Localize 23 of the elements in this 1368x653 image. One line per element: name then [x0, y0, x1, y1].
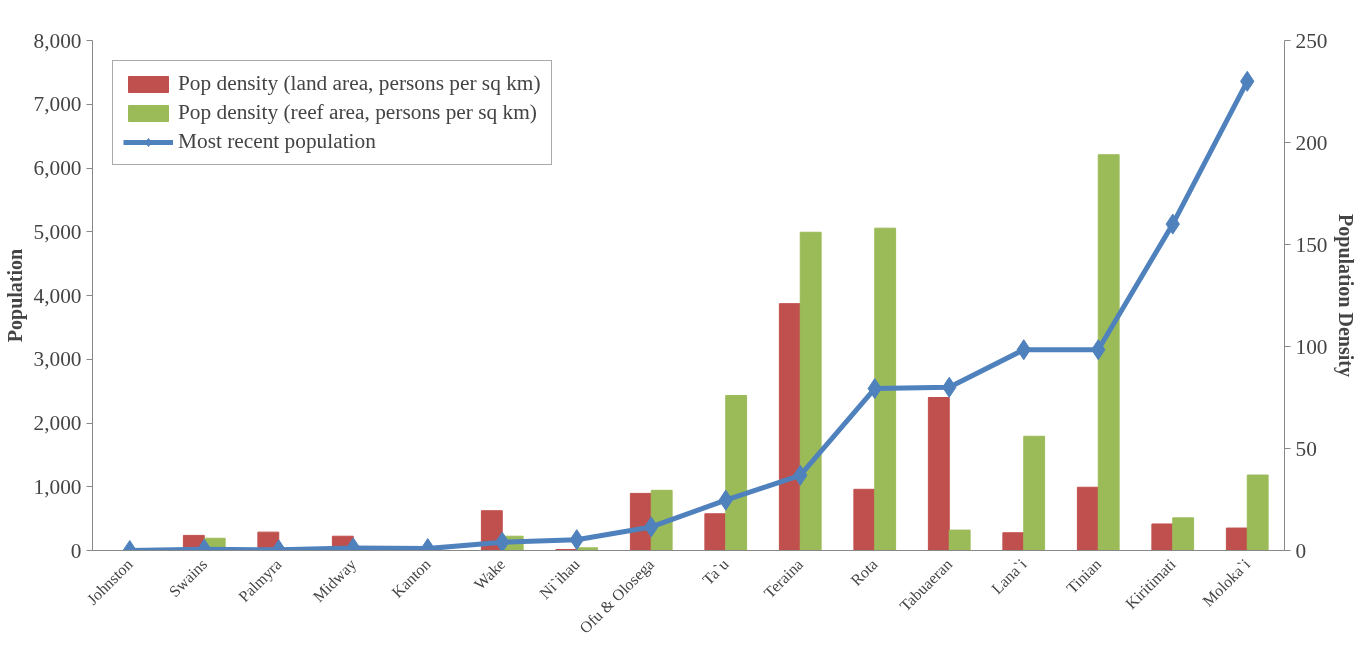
legend-label: Pop density (reef area, persons per sq km): [178, 100, 537, 125]
y2-tick-label: 150: [1295, 232, 1328, 257]
y-tick-label: 4,000: [33, 283, 82, 308]
y-tick-label: 3,000: [33, 347, 82, 372]
y-axis-title: Population: [3, 248, 27, 343]
y-tick-label: 8,000: [33, 28, 82, 53]
legend-label: Most recent population: [178, 129, 376, 154]
y-tick-label: 6,000: [33, 156, 82, 180]
y2-tick-label: 50: [1295, 436, 1317, 461]
y-tick-label: 7,000: [33, 92, 82, 117]
x-tick-label: Ta`u: [699, 555, 732, 589]
y2-axis-title: Population Density: [1334, 214, 1358, 377]
legend-label: Pop density (land area, persons per sq km): [178, 71, 541, 96]
y-tick-label: 0: [70, 538, 82, 563]
x-tick-label: Rota: [847, 555, 881, 589]
y-tick-label: 2,000: [33, 411, 82, 435]
y2-tick-label: 250: [1295, 28, 1328, 53]
x-tick-label: Wake: [470, 555, 509, 593]
y2-tick-label: 0: [1295, 538, 1307, 563]
y-tick-label: 5,000: [33, 219, 82, 244]
y2-tick-label: 200: [1295, 130, 1328, 155]
y-tick-label: 1,000: [33, 474, 82, 499]
y2-tick-label: 100: [1295, 334, 1328, 359]
